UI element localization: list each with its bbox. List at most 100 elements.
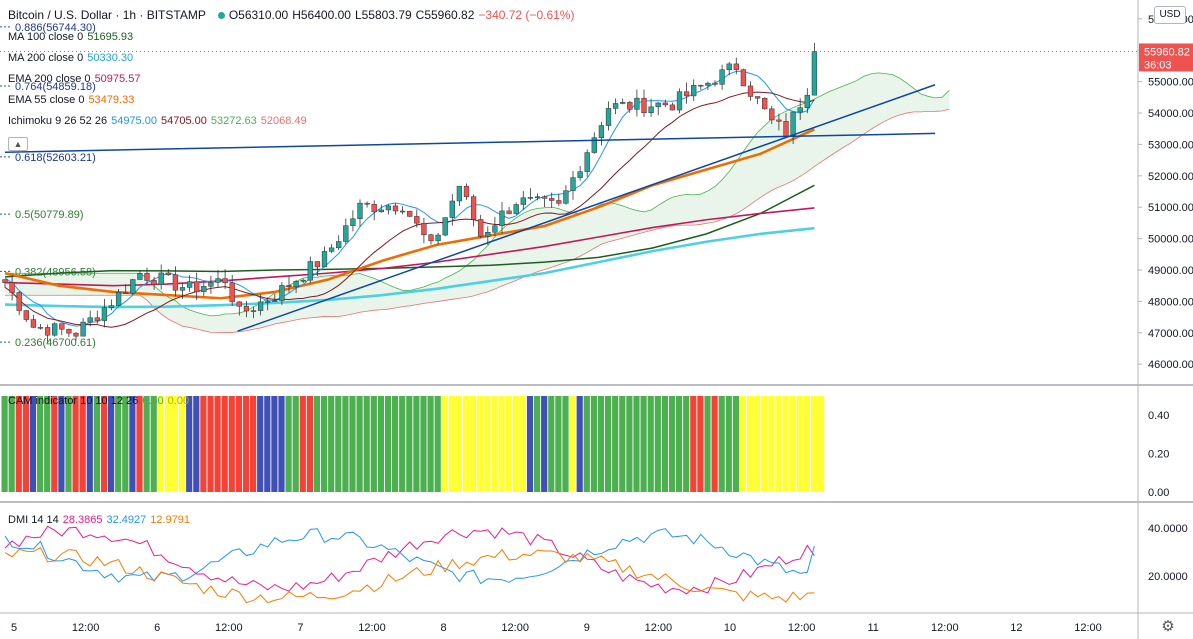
candle-body [662,102,668,106]
price-tick-label: 53000.00 [1148,139,1193,151]
cam-bar [590,396,597,492]
candle-body [570,177,576,191]
candle-body [470,196,477,220]
candle-body [123,292,129,294]
candle-body [598,125,605,138]
ema55-legend[interactable]: EMA 55 close 0 53479.33 [8,93,138,107]
ma100-value: 51695.93 [87,31,134,43]
cam-bar [761,396,768,492]
cam-bar [739,396,747,492]
candle-body [314,261,321,268]
candle-body [797,107,803,113]
cam-bar [704,396,711,492]
cam-bar [100,396,108,492]
cam-bar [690,396,697,492]
currency-badge[interactable]: USD [1154,6,1186,24]
candle-body [541,196,548,199]
cam-bar [328,396,335,492]
cam-bar [434,396,441,492]
candle-body [66,329,72,334]
ichimoku-legend[interactable]: Ichimoku 9 26 52 26 54975.00 54705.00 53272… [8,114,311,128]
gear-icon[interactable]: ⚙ [1161,618,1175,635]
price-tick-label: 46000.00 [1148,359,1193,371]
ema55-value: 53479.33 [88,94,135,106]
dmi-label: DMI 14 14 [8,514,59,526]
candle-body [186,281,193,288]
candle-body [790,111,796,137]
cam-bar [250,396,257,492]
ohlc-open: O56310.00 [228,8,289,22]
candle-body [108,305,115,308]
candle-body [804,94,810,109]
cam-bar [235,396,242,492]
cam-tick-label: 0.40 [1148,410,1169,422]
ichimoku-tenkan-value: 54975.00 [111,115,157,127]
dmi-legend[interactable]: DMI 14 14 28.3865 32.4927 12.9791 [8,513,194,527]
candle-body [80,321,86,337]
ma100-legend[interactable]: MA 100 close 0 51695.93 [8,30,137,44]
candle-body [9,282,15,293]
cam-bar [782,396,789,492]
cam-bar [619,396,626,492]
time-tick-label: 12:00 [788,622,816,634]
candle-body [222,278,228,284]
candle-body [691,84,697,97]
cam-bar [654,396,661,492]
collapse-legend-button[interactable]: ▲ [8,137,28,151]
last-price-label: 55960.82 [1144,46,1190,58]
candle-body [556,200,562,204]
cam-bar [200,396,207,492]
cam-bar [526,396,534,492]
cam-legend[interactable]: CAM indicator 10 10 12 26 0.50 0.00 [8,394,193,408]
trend-line [237,84,936,332]
price-tick-label: 49000.00 [1148,265,1193,277]
candle-body [286,285,292,287]
ichimoku-cloud [5,72,950,333]
price-tick-label: 48000.00 [1148,296,1193,308]
time-tick-label: 5 [11,622,17,634]
time-tick-label: 12:00 [72,622,100,634]
candle-body [733,63,739,70]
cam-bar [228,396,235,492]
cam-bar [72,396,79,492]
cam-bar [122,396,129,492]
candle-body [16,292,22,311]
cam-bar [562,396,569,492]
time-tick-label: 12:00 [501,622,529,634]
candle-body [478,219,484,237]
fib-label: 0.5(50779.89) [15,209,84,221]
candle-body [208,282,214,287]
ichimoku-span-b [5,108,950,333]
cam-bar [448,396,455,492]
cam-bar [392,396,399,492]
cam-bar [747,396,754,492]
cam-bar [37,396,44,492]
cam-bar [8,396,15,492]
cam-bar [214,396,221,492]
ichimoku-spana-value: 53272.63 [210,115,257,127]
cam-bar [569,396,576,492]
candle-body [754,96,761,99]
time-tick-label: 12:00 [931,622,959,634]
fib-label: 0.886(56744.30) [15,22,96,34]
candle-body [534,196,541,198]
price-tick-label: 55000.00 [1148,77,1193,89]
cam-bar [789,396,796,492]
ma200-legend[interactable]: MA 200 close 0 50330.30 [8,51,137,65]
cam-bar [640,396,647,492]
cam-bar [810,396,818,492]
candle-body [740,69,747,87]
candle-body [350,218,356,226]
ohlc-high: H56400.00 [292,8,351,22]
cam-bar [441,396,448,492]
ema200-legend[interactable]: EMA 200 close 0 50975.57 [8,72,144,86]
candle-body [648,106,654,113]
cam-bar [420,396,427,492]
cam-bar [278,396,285,492]
ma200-value: 50330.30 [87,52,134,64]
time-tick-label: 10 [724,622,736,634]
cam-label: CAM indicator 10 10 12 26 [8,395,139,407]
cam-bar [484,396,491,492]
cam-bar [555,396,562,492]
